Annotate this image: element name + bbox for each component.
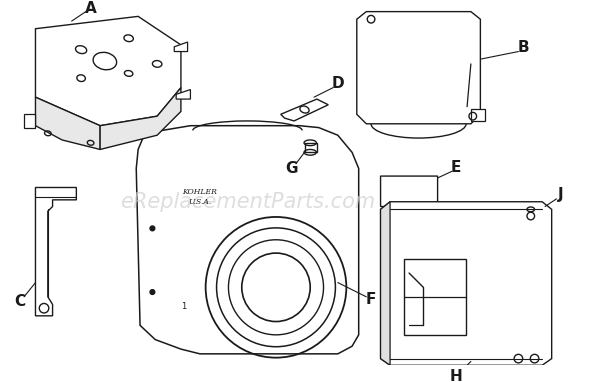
Text: C: C	[15, 294, 26, 309]
Text: E: E	[451, 160, 461, 175]
Text: D: D	[332, 76, 344, 91]
Polygon shape	[471, 108, 485, 121]
Polygon shape	[35, 188, 76, 316]
Text: KOHLER
U.S.A.: KOHLER U.S.A.	[182, 188, 217, 206]
Ellipse shape	[150, 226, 155, 231]
Polygon shape	[357, 11, 480, 124]
Polygon shape	[24, 114, 35, 128]
Ellipse shape	[150, 290, 155, 295]
Polygon shape	[404, 259, 466, 335]
Text: eReplacementParts.com: eReplacementParts.com	[120, 192, 375, 212]
Polygon shape	[281, 99, 328, 121]
Polygon shape	[381, 176, 438, 207]
Text: J: J	[558, 187, 564, 202]
Text: G: G	[285, 161, 297, 176]
Text: F: F	[366, 292, 376, 307]
Text: H: H	[450, 369, 462, 382]
Polygon shape	[174, 42, 188, 52]
Polygon shape	[35, 16, 181, 126]
Text: B: B	[517, 40, 529, 55]
Polygon shape	[381, 202, 552, 365]
Text: 1: 1	[181, 302, 186, 311]
Polygon shape	[100, 87, 181, 149]
Polygon shape	[136, 126, 359, 354]
Text: A: A	[85, 1, 97, 16]
Polygon shape	[304, 143, 317, 152]
Polygon shape	[381, 202, 390, 365]
Polygon shape	[176, 89, 191, 99]
Polygon shape	[35, 97, 100, 149]
